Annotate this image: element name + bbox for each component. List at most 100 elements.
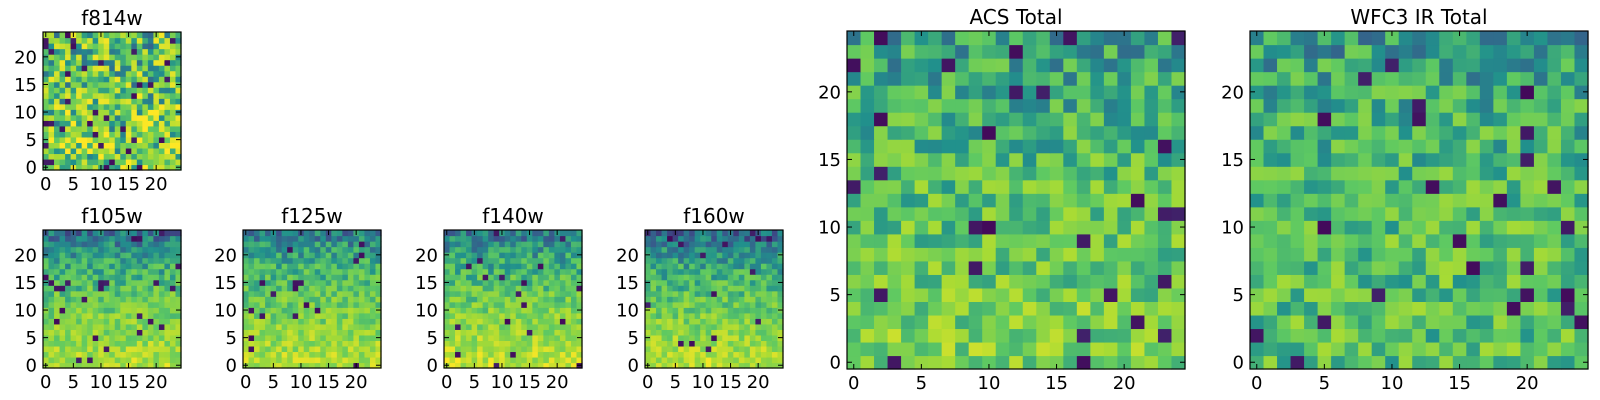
heatmap-cell bbox=[1506, 247, 1521, 262]
heatmap-cell bbox=[766, 285, 773, 292]
heatmap-cell bbox=[874, 179, 889, 194]
heatmap-cell bbox=[1063, 58, 1078, 73]
heatmap-cell bbox=[1547, 301, 1562, 316]
heatmap-cell bbox=[169, 345, 177, 353]
heatmap-cell bbox=[1036, 98, 1051, 113]
heatmap-cell bbox=[303, 312, 310, 319]
heatmap-cell bbox=[656, 323, 663, 330]
heatmap-cell bbox=[689, 285, 696, 292]
heatmap-cell bbox=[1439, 139, 1454, 154]
heatmap-cell bbox=[164, 76, 171, 83]
heatmap-cell bbox=[705, 290, 712, 297]
heatmap-cell bbox=[1049, 233, 1064, 248]
heatmap-cell bbox=[722, 318, 729, 325]
heatmap-cell bbox=[683, 323, 690, 330]
heatmap-cell bbox=[477, 257, 484, 264]
heatmap-cell bbox=[466, 252, 473, 259]
heatmap-cell bbox=[1547, 260, 1562, 275]
heatmap-cell bbox=[1250, 98, 1265, 113]
heatmap-cell bbox=[1009, 247, 1024, 262]
heatmap-cell bbox=[766, 241, 773, 248]
heatmap-cell bbox=[1560, 71, 1576, 86]
heatmap-cell bbox=[543, 296, 550, 303]
heatmap-cell bbox=[1009, 220, 1024, 235]
heatmap-cell bbox=[1263, 44, 1278, 59]
heatmap-cell bbox=[1157, 112, 1173, 127]
heatmap-cell bbox=[287, 246, 294, 253]
heatmap-cell bbox=[353, 252, 360, 259]
heatmap-cell bbox=[488, 235, 495, 242]
heatmap-cell bbox=[48, 235, 55, 242]
heatmap-cell bbox=[1171, 112, 1186, 127]
heatmap-cell bbox=[147, 334, 154, 341]
heatmap-cell bbox=[771, 230, 779, 237]
heatmap-cell bbox=[98, 125, 105, 132]
heatmap-cell bbox=[982, 152, 997, 167]
heatmap-cell bbox=[1331, 233, 1346, 248]
heatmap-cell bbox=[995, 98, 1010, 113]
heatmap-cell bbox=[175, 98, 182, 105]
heatmap-cell bbox=[1560, 58, 1576, 73]
heatmap-cell bbox=[136, 279, 143, 286]
heatmap-cell bbox=[1371, 328, 1386, 343]
heatmap-cell bbox=[444, 290, 451, 297]
heatmap-cell bbox=[1250, 58, 1265, 73]
heatmap-cell bbox=[1250, 341, 1265, 357]
heatmap-cell bbox=[76, 158, 83, 166]
heatmap-cell bbox=[1371, 152, 1386, 167]
heatmap-cell bbox=[298, 235, 305, 242]
heatmap-cell bbox=[1425, 31, 1440, 46]
heatmap-cell bbox=[1452, 206, 1467, 221]
heatmap-cell bbox=[1022, 58, 1037, 73]
heatmap-cell bbox=[1049, 125, 1064, 140]
heatmap-cell bbox=[164, 136, 171, 143]
heatmap-cell bbox=[342, 268, 349, 275]
heatmap-cell bbox=[81, 362, 88, 369]
heatmap-cell bbox=[760, 290, 768, 297]
heatmap-cell bbox=[1263, 71, 1278, 86]
heatmap-cell bbox=[683, 329, 690, 336]
heatmap-cell bbox=[54, 131, 61, 138]
heatmap-cell bbox=[968, 31, 983, 46]
heatmap-cell bbox=[444, 263, 451, 270]
heatmap-cell bbox=[1290, 166, 1305, 181]
heatmap-cell bbox=[281, 230, 288, 237]
heatmap-cell bbox=[515, 230, 522, 237]
heatmap-cell bbox=[1250, 112, 1265, 127]
heatmap-cell bbox=[265, 246, 272, 253]
heatmap-cell bbox=[941, 233, 956, 248]
heatmap-cell bbox=[760, 318, 768, 325]
heatmap-cell bbox=[131, 301, 138, 308]
heatmap-cell bbox=[147, 125, 154, 132]
heatmap-cell bbox=[114, 131, 121, 138]
heatmap-cell bbox=[1263, 193, 1278, 208]
heatmap-cell bbox=[738, 318, 745, 325]
heatmap-cell bbox=[109, 76, 116, 83]
heatmap-cell bbox=[131, 290, 138, 297]
heatmap-cell bbox=[1049, 274, 1064, 289]
heatmap-cell bbox=[1574, 125, 1589, 140]
heatmap-cell bbox=[131, 87, 138, 94]
heatmap-cell bbox=[1317, 152, 1332, 167]
heatmap-cell bbox=[1049, 179, 1064, 194]
heatmap-cell bbox=[120, 48, 127, 55]
heatmap-cell bbox=[169, 153, 177, 160]
heatmap-cell bbox=[153, 120, 160, 127]
heatmap-cell bbox=[103, 164, 110, 171]
heatmap-cell bbox=[54, 136, 61, 143]
heatmap-cell bbox=[1479, 31, 1494, 46]
heatmap-cell bbox=[147, 164, 154, 171]
heatmap-cell bbox=[548, 263, 555, 270]
heatmap-cell bbox=[92, 252, 99, 259]
heatmap-cell bbox=[48, 268, 55, 275]
heatmap-cell bbox=[98, 87, 105, 94]
x-tick-label: 0 bbox=[441, 372, 452, 393]
heatmap-cell bbox=[81, 252, 88, 259]
heatmap-cell bbox=[48, 37, 55, 44]
heatmap-cell bbox=[995, 328, 1010, 343]
heatmap-cell bbox=[537, 329, 544, 336]
heatmap-cell bbox=[504, 257, 511, 264]
y-tick-label: 10 bbox=[415, 301, 438, 322]
heatmap-cell bbox=[755, 290, 762, 297]
heatmap-cell bbox=[941, 166, 956, 181]
